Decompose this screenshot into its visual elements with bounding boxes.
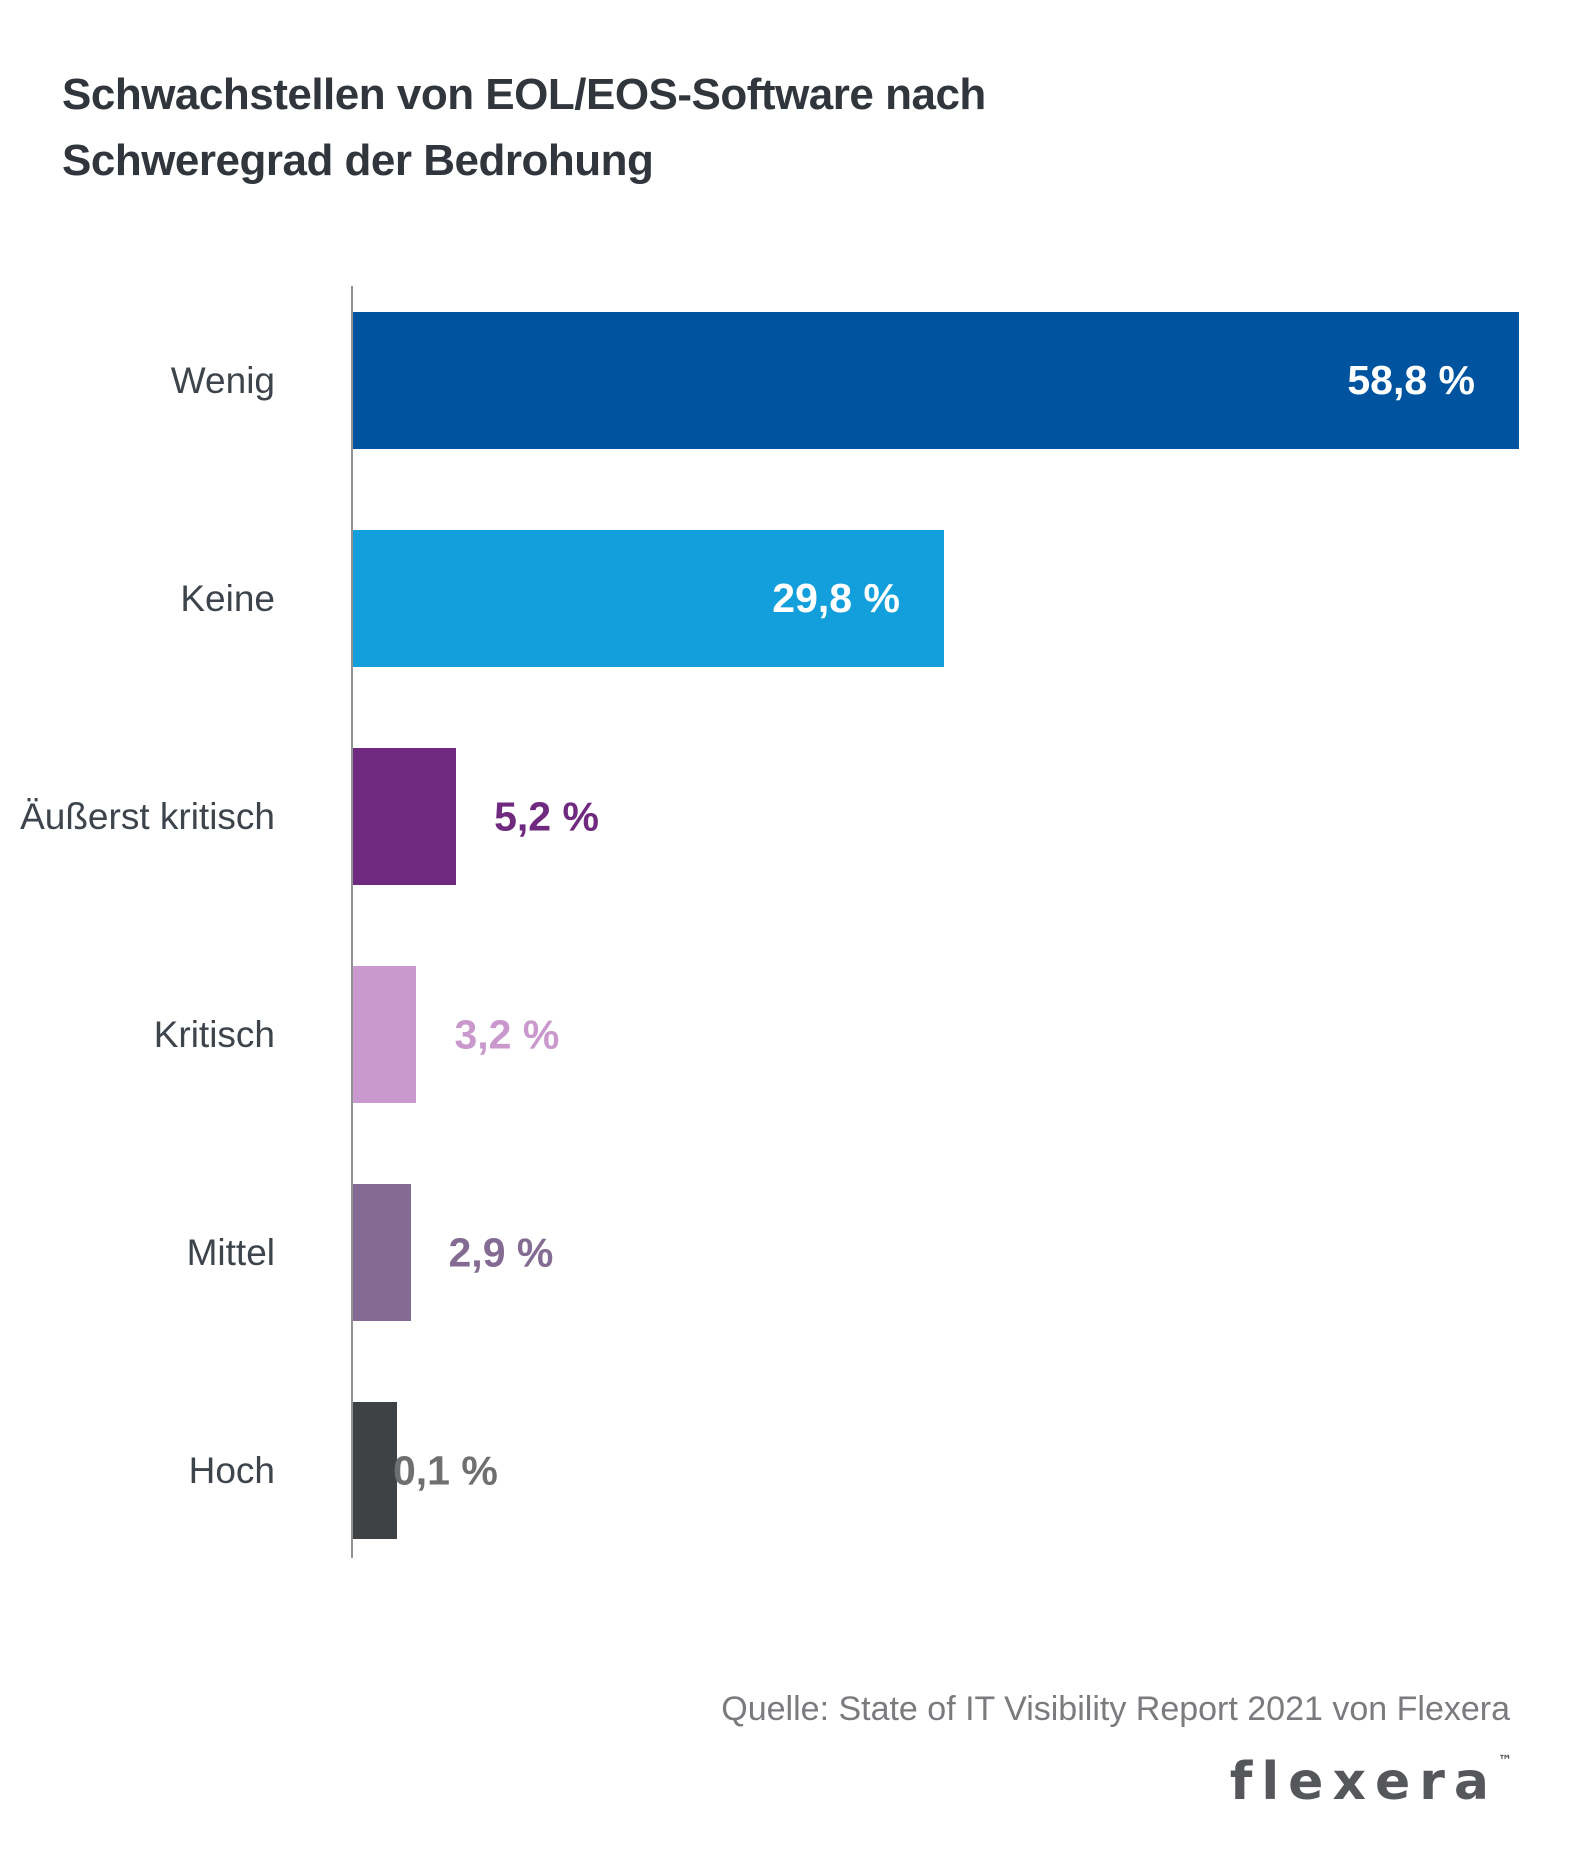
bar-row: Keine 29,8 %: [0, 530, 1519, 667]
bar: 58,8 %: [353, 312, 1519, 449]
bar-track: 29,8 %: [353, 530, 1519, 667]
bar-row: Äußerst kritisch 5,2 %: [0, 748, 1519, 885]
bar: [353, 1402, 397, 1539]
category-label: Keine: [180, 577, 275, 619]
trademark-symbol: ™: [1498, 1753, 1512, 1769]
bar-row: Wenig 58,8 %: [0, 312, 1519, 449]
bar-track: 58,8 %: [353, 312, 1519, 449]
value-label: 3,2 %: [454, 1011, 560, 1057]
category-label: Äußerst kritisch: [20, 795, 275, 837]
category-label: Mittel: [186, 1231, 275, 1273]
bar: 29,8 %: [353, 530, 944, 667]
category-label: Hoch: [188, 1449, 275, 1491]
value-label: 0,1 %: [392, 1447, 498, 1493]
bar-track: 2,9 %: [353, 1184, 1519, 1321]
chart-title-line1: Schwachstellen von EOL/EOS-Software nach: [62, 70, 986, 119]
bar-chart: Wenig 58,8 % Keine 29,8 % Äußerst kritisch 5,…: [0, 312, 1519, 1620]
value-label: 29,8 %: [772, 575, 900, 621]
bar-track: 5,2 %: [353, 748, 1519, 885]
bar: [353, 748, 457, 885]
flexera-logo-text: flexera: [1229, 1752, 1498, 1812]
y-axis-line: [351, 286, 353, 1558]
bar-track: 0,1 %: [353, 1402, 1519, 1539]
bar: [353, 1184, 411, 1321]
bar-row: Hoch 0,1 %: [0, 1402, 1519, 1539]
source-caption: Quelle: State of IT Visibility Report 20…: [721, 1690, 1510, 1728]
bar-row: Kritisch 3,2 %: [0, 966, 1519, 1103]
bar-row: Mittel 2,9 %: [0, 1184, 1519, 1321]
category-label: Wenig: [170, 359, 275, 401]
bar: [353, 966, 417, 1103]
value-label: 2,9 %: [448, 1229, 554, 1275]
value-label: 58,8 %: [1347, 357, 1475, 403]
chart-title: Schwachstellen von EOL/EOS-Software nach…: [62, 62, 986, 194]
category-label: Kritisch: [153, 1013, 275, 1055]
value-label: 5,2 %: [494, 793, 599, 839]
bar-track: 3,2 %: [353, 966, 1519, 1103]
flexera-logo: flexera™: [1230, 1752, 1512, 1812]
chart-title-line2: Schweregrad der Bedrohung: [62, 136, 654, 185]
